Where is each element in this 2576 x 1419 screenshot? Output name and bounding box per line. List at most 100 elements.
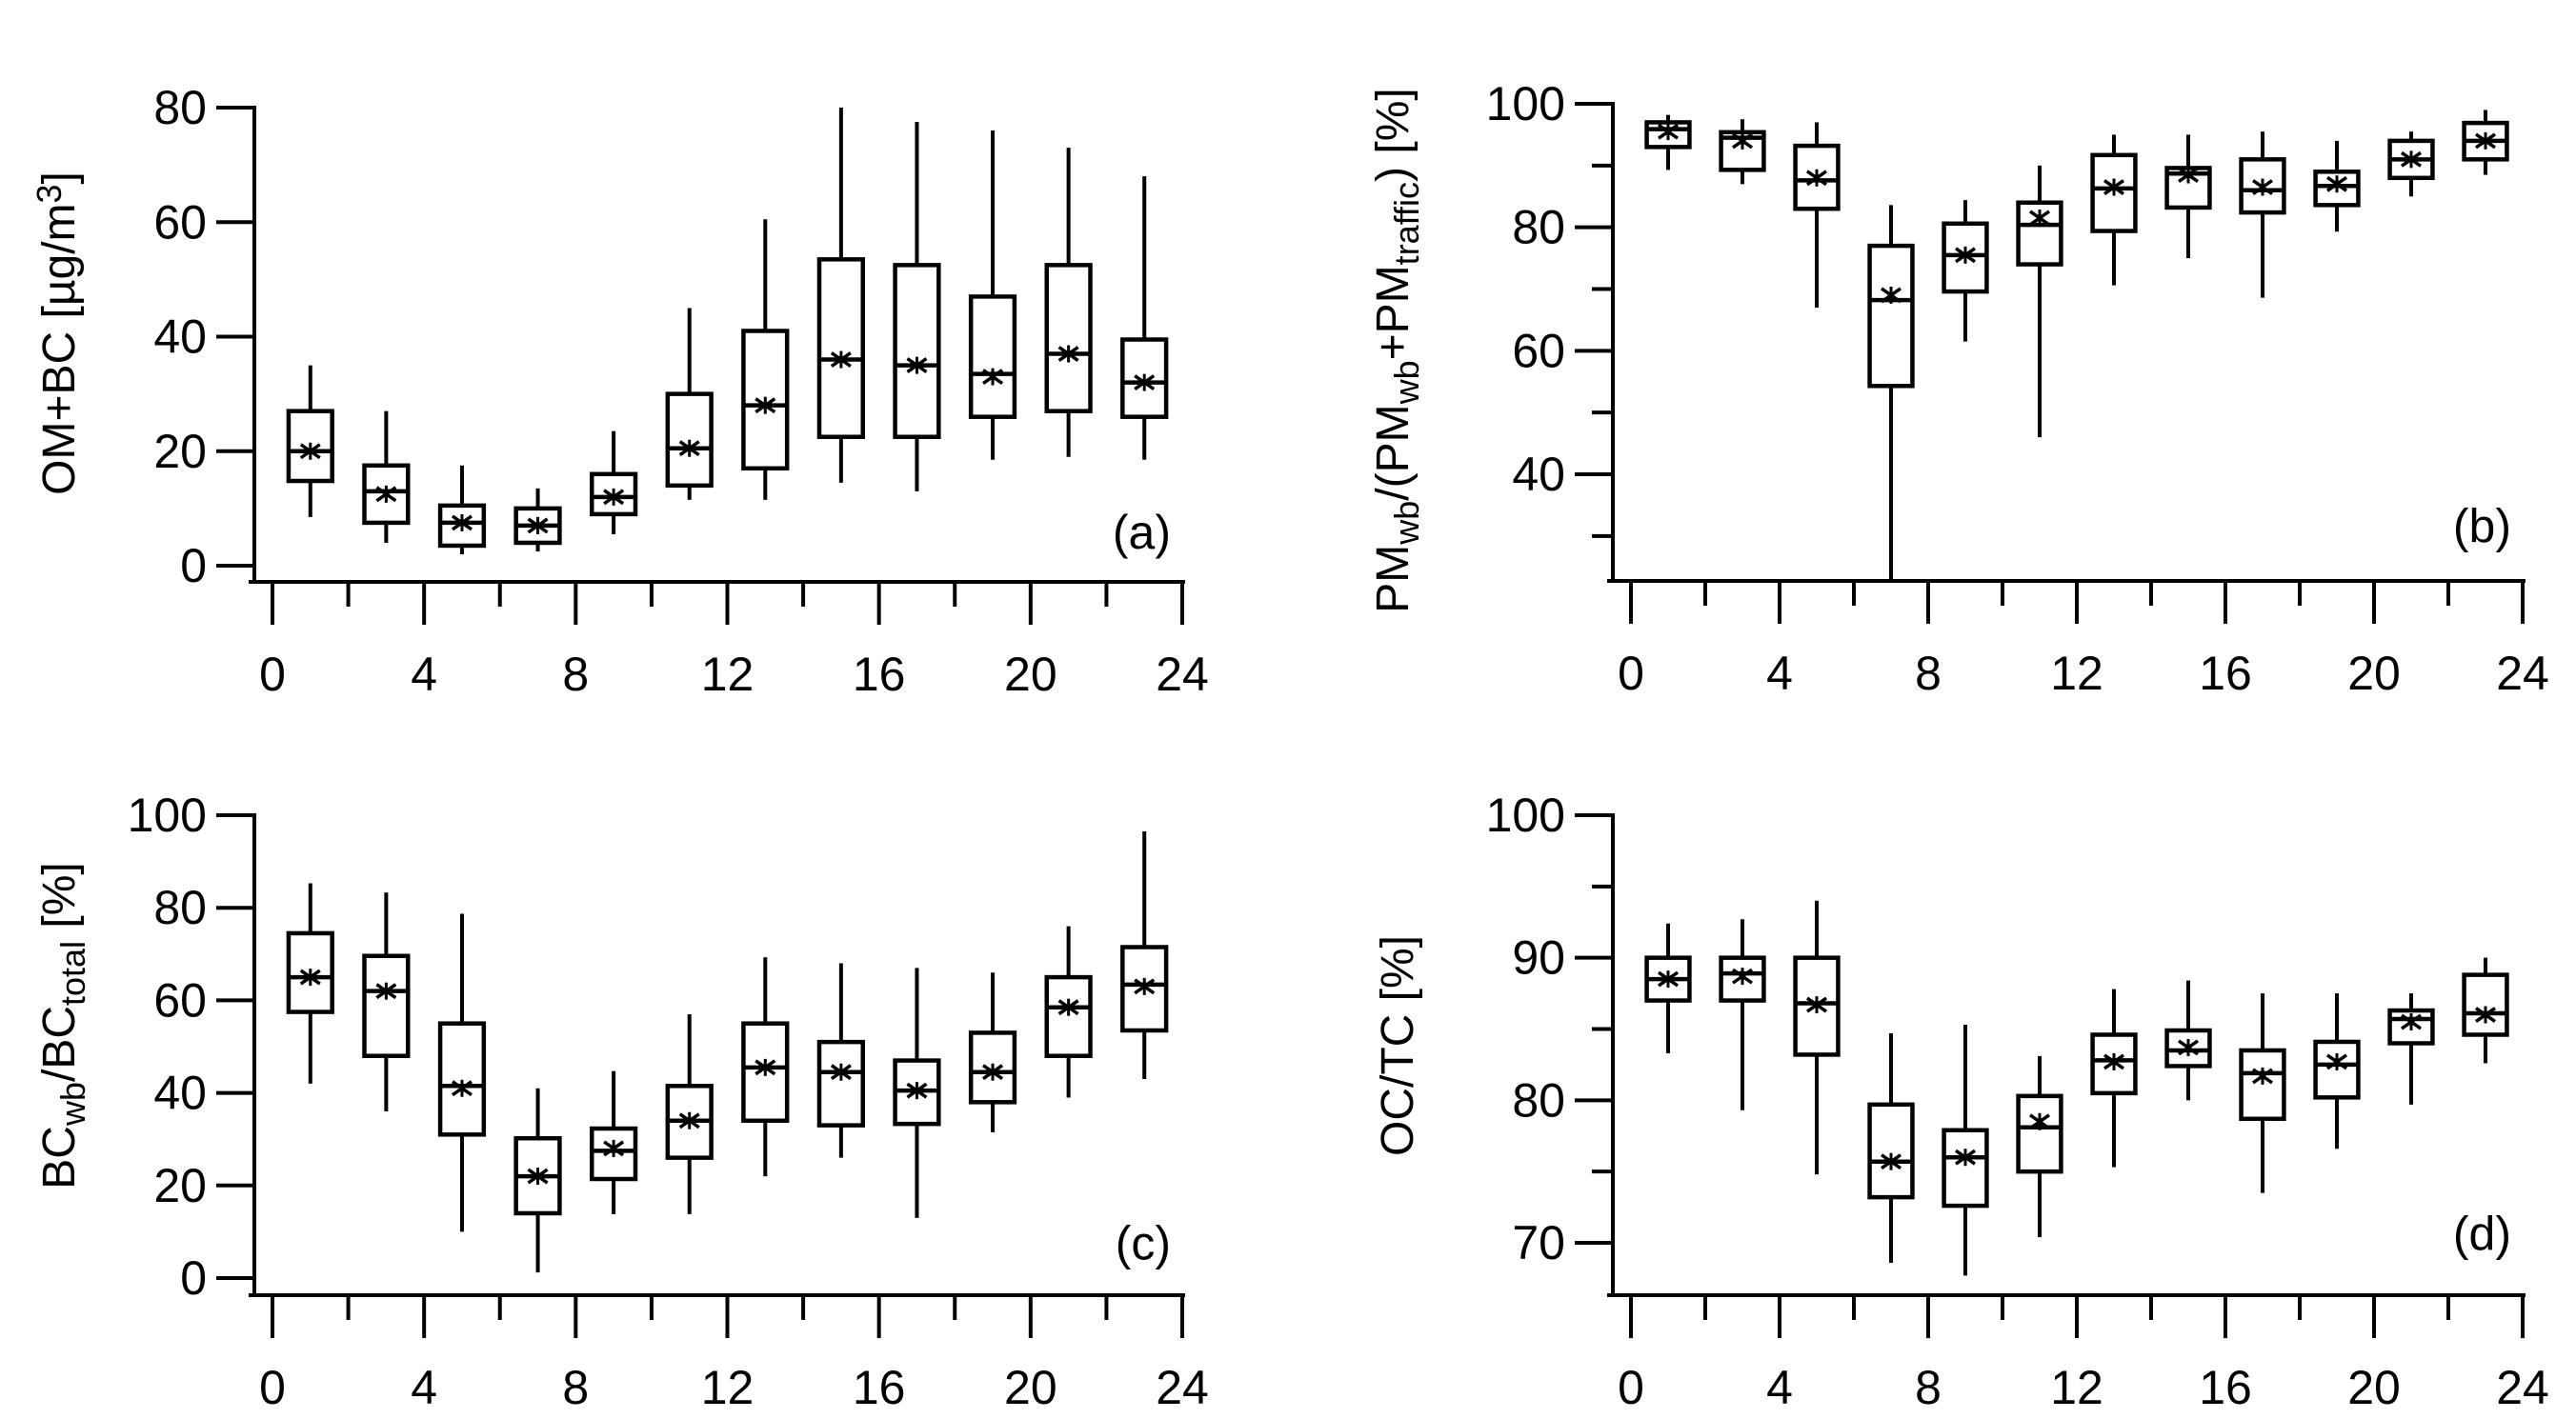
y-axis-label-subscript: wb	[1387, 501, 1426, 546]
x-tick-label: 0	[259, 648, 286, 701]
mean-marker	[1954, 1149, 1977, 1167]
box-17h	[2239, 131, 2286, 298]
box-iqr	[362, 953, 411, 1058]
x-tick-label: 8	[1915, 1361, 1942, 1414]
x-tick-label: 12	[701, 1361, 755, 1414]
y-tick-label: 60	[153, 973, 207, 1027]
mean-marker	[451, 513, 473, 531]
mean-marker	[1057, 345, 1079, 363]
mean-marker	[2474, 1006, 2497, 1024]
box-iqr	[1867, 1102, 1915, 1200]
mean-marker	[2028, 1112, 2051, 1130]
box-7h	[1867, 205, 1915, 580]
panel-c: 0 20 40 60 80 100 0 4 8 12 16 20 24 BCwb/BCtotal [%] (…	[34, 789, 1209, 1414]
box-13h	[2090, 134, 2138, 286]
x-tick-label: 12	[701, 648, 755, 701]
box-1h	[286, 883, 334, 1084]
box-iqr	[1942, 1128, 1989, 1209]
box-iqr	[1867, 243, 1915, 389]
box-iqr	[893, 263, 941, 439]
box-21h	[1044, 148, 1093, 457]
y-axis-label: OM+BC [µg/m3]	[30, 171, 85, 495]
y-axis-label-text: PM	[1368, 545, 1419, 613]
y-tick-label: 60	[153, 195, 207, 249]
mean-marker	[2177, 1038, 2200, 1056]
box-11h	[665, 1013, 714, 1214]
box-1h	[1644, 114, 1692, 170]
mean-marker	[906, 356, 928, 374]
mean-marker	[2251, 178, 2274, 196]
y-axis-label: BCwb/BCtotal [%]	[34, 862, 92, 1189]
box-7h	[1867, 1032, 1915, 1263]
box-iqr	[665, 391, 714, 489]
mean-marker	[527, 516, 549, 534]
box-19h	[2313, 993, 2361, 1149]
y-axis-label-text: +PM	[1368, 265, 1419, 360]
box-iqr	[1044, 263, 1093, 413]
mean-marker	[2474, 131, 2497, 150]
box-iqr	[968, 294, 1017, 419]
y-axis-label-subscript: wb	[53, 1082, 92, 1127]
box-9h	[589, 1070, 638, 1214]
mean-marker	[1880, 286, 1902, 304]
x-tick-label: 12	[2050, 647, 2103, 700]
box-7h	[513, 1088, 562, 1273]
y-tick-label: 0	[180, 1251, 207, 1305]
x-tick-label: 20	[1004, 1361, 1057, 1414]
y-tick-label: 40	[1512, 448, 1565, 501]
box-5h	[1793, 122, 1841, 308]
mean-marker	[299, 442, 321, 460]
y-tick-label: 40	[153, 1067, 207, 1120]
box-13h	[2090, 989, 2138, 1168]
y-tick-label: 90	[1512, 931, 1565, 985]
mean-marker	[830, 350, 852, 369]
x-tick-label: 8	[562, 648, 589, 701]
mean-marker	[1880, 1152, 1902, 1170]
y-tick-label: 80	[153, 81, 207, 134]
box-19h	[968, 130, 1017, 460]
mean-marker	[1805, 996, 1828, 1014]
x-tick-label: 4	[411, 1361, 437, 1414]
x-tick-label: 16	[853, 1361, 906, 1414]
x-tick-label: 0	[1618, 1361, 1644, 1414]
box-9h	[1942, 200, 1989, 342]
box-17h	[893, 122, 941, 491]
y-tick-label: 100	[1486, 77, 1565, 130]
x-tick-label: 4	[1766, 647, 1793, 700]
panel-d: 70 80 90 100 0 4 8 12 16 20 24 OC/TC [%] (d)	[1373, 789, 2549, 1414]
y-axis-label-text: OM+BC [µg/m	[34, 204, 85, 495]
box-5h	[437, 465, 487, 554]
panel-label: (d)	[2453, 1207, 2511, 1260]
mean-marker	[2400, 1013, 2423, 1031]
y-axis-label-superscript: 3	[30, 184, 69, 203]
mean-marker	[982, 368, 1004, 386]
box-23h	[1120, 831, 1169, 1080]
mean-marker	[2103, 178, 2125, 196]
mean-marker	[1731, 968, 1754, 986]
x-tick-label: 24	[1156, 1361, 1209, 1414]
mean-marker	[1657, 123, 1680, 141]
mean-marker	[1657, 970, 1680, 989]
y-axis-label: PMwb/(PMwb+PMtraffic) [%]	[1368, 88, 1426, 612]
x-tick-label: 12	[2050, 1361, 2103, 1414]
mean-marker	[1954, 246, 1977, 264]
x-tick-label: 0	[1618, 647, 1644, 700]
y-axis-label-text: ) [%]	[1368, 88, 1419, 182]
box-19h	[968, 972, 1017, 1132]
box-15h	[2164, 134, 2212, 259]
y-axis-label-text: OC/TC [%]	[1373, 935, 1423, 1156]
mean-marker	[603, 488, 625, 506]
x-tick-label: 4	[411, 648, 437, 701]
mean-marker	[2325, 175, 2348, 193]
mean-marker	[678, 1111, 700, 1129]
y-tick-label: 0	[180, 539, 207, 592]
box-11h	[665, 308, 714, 500]
y-tick-label: 70	[1512, 1216, 1565, 1269]
box-9h	[589, 430, 638, 534]
mean-marker	[830, 1063, 852, 1081]
x-tick-label: 16	[853, 648, 906, 701]
y-axis-label-text: ]	[34, 171, 85, 184]
y-tick-label: 80	[1512, 201, 1565, 254]
y-axis-label-subscript: total	[53, 941, 92, 1006]
box-iqr	[2016, 1093, 2063, 1174]
